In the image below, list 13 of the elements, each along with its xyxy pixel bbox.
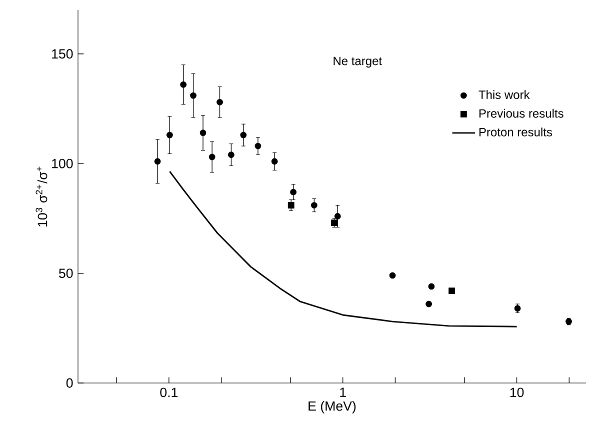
y-axis-title: 10$^{3}$ σ$^{2+}$/σ$^{+}$ xyxy=(36,166,48,226)
x-tick-label: 1 xyxy=(340,388,346,397)
x-tick-label: 10 xyxy=(510,388,524,398)
legend-label: Previous results xyxy=(479,108,564,118)
x-axis-title: E (MeV) xyxy=(308,400,356,414)
y-tick-label: 0 xyxy=(66,378,73,388)
x-tick-label: 0.1 xyxy=(160,388,178,398)
annotation: Ne target xyxy=(334,56,382,68)
y-tick-label: 50 xyxy=(59,268,73,278)
y-tick-label: 150 xyxy=(52,49,73,59)
y-tick-label: 100 xyxy=(52,158,73,168)
legend-label: Proton results xyxy=(479,128,552,136)
legend-label: This work xyxy=(478,90,530,100)
